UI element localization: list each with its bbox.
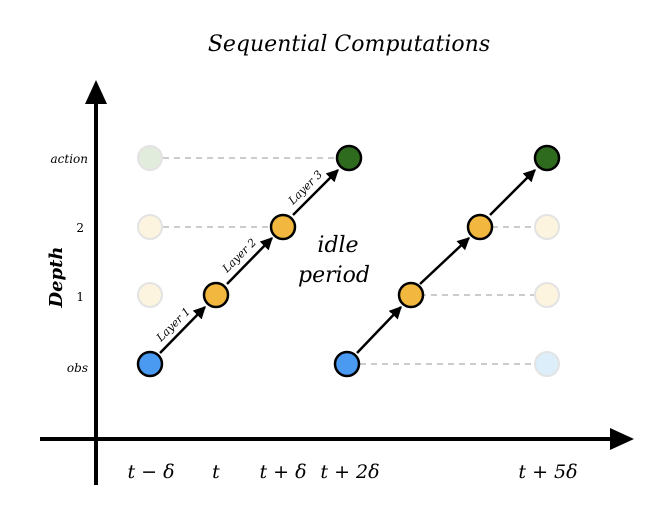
x-axis-arrowhead bbox=[610, 428, 634, 450]
node-faded-depth2-t-plus-5delta bbox=[534, 214, 560, 240]
arrow-second-layer1 bbox=[356, 306, 402, 354]
diagram-title: Sequential Computations bbox=[208, 32, 490, 57]
node-action-t-plus-5delta bbox=[533, 144, 561, 172]
x-tick-t: t bbox=[212, 461, 220, 483]
node-obs-t-minus-delta bbox=[136, 350, 164, 378]
node-faded-depth1-t-plus-5delta bbox=[534, 282, 560, 308]
x-tick-t-minus-delta: t − δ bbox=[127, 461, 174, 483]
idle-period-line2: period bbox=[298, 263, 370, 288]
node-depth1-t bbox=[202, 281, 230, 309]
y-tick-1: 1 bbox=[76, 290, 84, 304]
node-depth2-second bbox=[466, 213, 494, 241]
y-axis-arrowhead bbox=[85, 80, 107, 104]
arrow-layer1 bbox=[159, 306, 206, 354]
arrow-layer3 bbox=[292, 169, 339, 216]
node-faded-depth1-t-minus-delta bbox=[137, 282, 163, 308]
node-faded-action-t-minus-delta bbox=[137, 145, 163, 171]
y-tick-obs: obs bbox=[67, 361, 88, 375]
node-action-t-plus-2delta bbox=[335, 144, 363, 172]
arrow-second-layer2 bbox=[419, 237, 470, 285]
node-obs-t-plus-2delta bbox=[333, 350, 361, 378]
y-axis-label: Depth bbox=[46, 246, 67, 308]
node-depth1-second bbox=[397, 281, 425, 309]
idle-period-line1: idle bbox=[317, 233, 358, 258]
y-tick-action: action bbox=[51, 152, 89, 166]
arrow-second-layer3 bbox=[489, 169, 536, 216]
x-tick-t-plus-delta: t + δ bbox=[259, 461, 306, 483]
node-faded-obs-t-plus-5delta bbox=[534, 351, 560, 377]
arrow-layer2 bbox=[226, 237, 273, 285]
x-tick-t-plus-2delta: t + 2δ bbox=[320, 461, 379, 483]
x-tick-t-plus-5delta: t + 5δ bbox=[518, 461, 577, 483]
node-depth2-t-plus-delta bbox=[269, 213, 297, 241]
node-faded-depth2-t-minus-delta bbox=[137, 214, 163, 240]
y-tick-2: 2 bbox=[76, 221, 84, 235]
